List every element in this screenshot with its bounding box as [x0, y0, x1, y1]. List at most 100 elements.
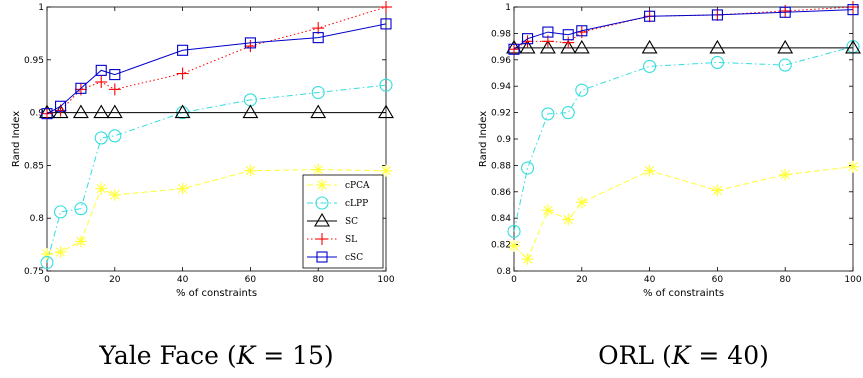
data-point — [380, 18, 392, 30]
series-csc — [41, 18, 392, 120]
y-tick-label: 0.9 — [30, 109, 45, 119]
series-clpp — [40, 78, 393, 270]
data-point — [643, 164, 656, 177]
caption-variable: K — [236, 341, 257, 370]
series-clpp — [507, 40, 860, 238]
data-point — [379, 78, 393, 92]
data-point — [541, 107, 555, 121]
data-point — [174, 104, 191, 119]
data-point — [108, 188, 121, 201]
x-tick-label: 100 — [377, 275, 394, 285]
data-point — [108, 129, 122, 143]
y-tick-label: 0.94 — [491, 82, 511, 92]
data-point — [562, 213, 575, 226]
series-line — [46, 23, 387, 115]
data-point — [711, 184, 724, 197]
y-axis-label: Rand Index — [11, 111, 22, 167]
data-point — [40, 256, 54, 270]
caption-value: = 40) — [690, 341, 768, 370]
data-point — [176, 182, 189, 195]
y-tick-label: 0.85 — [24, 161, 44, 171]
data-point — [94, 131, 108, 145]
data-point — [521, 161, 535, 175]
data-point — [41, 108, 53, 120]
data-point — [176, 67, 189, 80]
y-tick-label: 0.8 — [497, 267, 512, 277]
x-tick-label: 40 — [177, 275, 189, 285]
series-line — [513, 46, 854, 232]
series-cpca — [508, 160, 859, 266]
data-point — [242, 104, 259, 119]
data-point — [779, 168, 792, 181]
y-tick-label: 0.92 — [491, 109, 511, 119]
x-tick-label: 80 — [779, 275, 791, 285]
legend-label: cLPP — [345, 199, 368, 209]
data-point — [244, 164, 257, 177]
data-point — [507, 224, 521, 238]
caption-name: ORL ( — [598, 341, 672, 370]
data-point — [847, 1, 859, 13]
data-point — [508, 239, 520, 252]
series-csc — [508, 4, 859, 55]
data-point — [573, 39, 590, 54]
data-point — [72, 104, 89, 119]
data-point — [74, 202, 88, 216]
x-axis-label: % of constraints — [643, 288, 724, 299]
y-tick-label: 0.82 — [491, 241, 511, 251]
data-point — [312, 163, 325, 176]
series-sc — [39, 104, 394, 119]
plot-frame — [513, 6, 854, 272]
x-tick-label: 20 — [109, 275, 121, 285]
data-point — [244, 37, 256, 49]
data-point — [521, 253, 534, 266]
data-point — [847, 4, 859, 16]
data-point — [575, 83, 589, 97]
legend-entry-csc: cSC — [307, 251, 363, 263]
data-point — [709, 39, 726, 54]
data-point — [644, 10, 656, 22]
legend: cPCA cLPP SC SL cSC — [302, 174, 384, 269]
data-point — [177, 44, 189, 56]
y-tick-label: 0.75 — [24, 267, 44, 277]
data-point — [539, 39, 556, 54]
data-point — [380, 1, 392, 13]
data-point — [95, 64, 107, 76]
series-line — [513, 166, 854, 260]
legend-entry-sl: SL — [307, 233, 357, 245]
data-point — [845, 39, 861, 54]
y-tick-label: 1 — [505, 3, 511, 13]
data-point — [519, 39, 536, 54]
data-point — [106, 104, 123, 119]
data-point — [380, 164, 392, 177]
data-point — [54, 245, 67, 258]
data-point — [641, 39, 658, 54]
data-point — [847, 160, 859, 173]
legend-label: SC — [345, 217, 358, 227]
data-point — [310, 104, 327, 119]
legend-label: SL — [345, 235, 357, 245]
chart-panel-1: 0 20 40 60 80 100 0.75 0.8 0.85 0.9 0.95 1 % of cons… — [11, 1, 395, 370]
y-axis-label: Rand Index — [478, 111, 489, 167]
data-point — [710, 55, 724, 69]
data-point — [562, 29, 574, 41]
data-point — [108, 83, 121, 96]
y-tick-label: 0.86 — [491, 188, 511, 198]
data-point — [74, 235, 87, 248]
x-tick-label: 60 — [245, 275, 257, 285]
x-tick-label: 0 — [511, 275, 517, 285]
y-tick-label: 1 — [38, 3, 44, 13]
x-tick-label: 40 — [644, 275, 656, 285]
data-point — [562, 36, 575, 49]
data-point — [311, 85, 325, 100]
series-cpca — [41, 163, 392, 261]
chart-caption: ORL (K = 40) — [598, 341, 769, 370]
data-point — [95, 182, 108, 195]
data-point — [542, 26, 554, 38]
data-point — [779, 6, 791, 18]
y-tick-label: 0.84 — [491, 214, 511, 224]
x-tick-label: 100 — [844, 275, 861, 285]
caption-value: = 15) — [255, 341, 333, 370]
series-line — [513, 9, 854, 50]
series-line — [46, 84, 387, 263]
